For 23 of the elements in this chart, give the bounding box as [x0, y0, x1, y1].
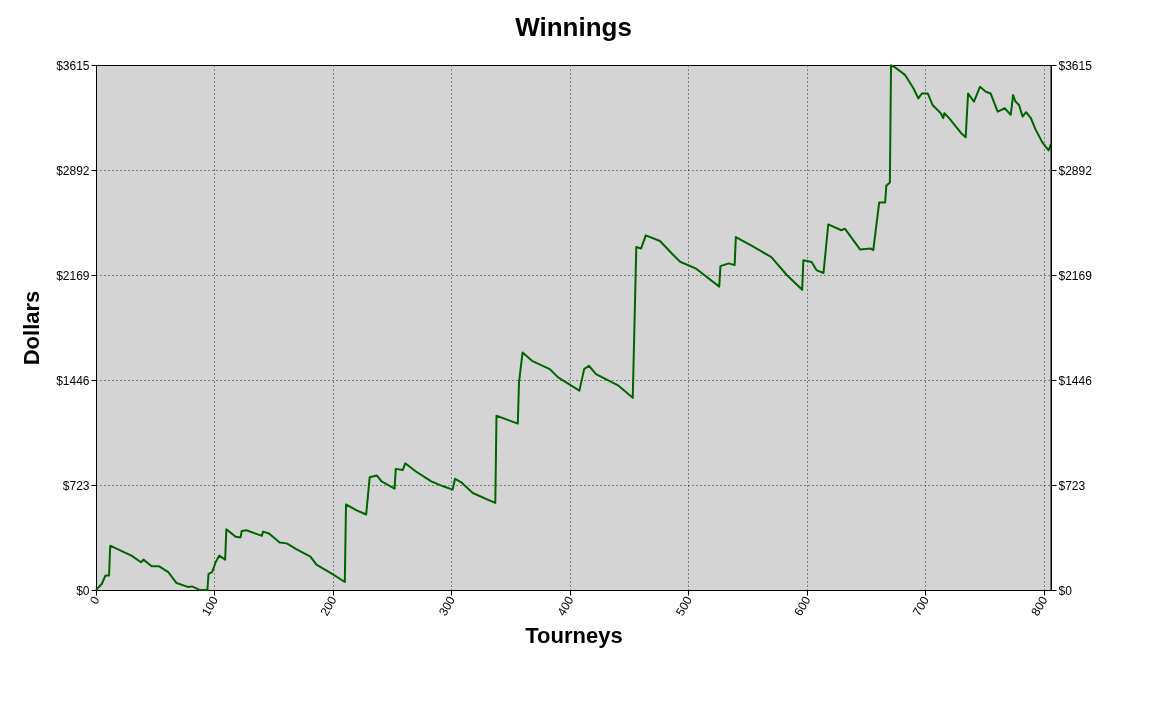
x-tick-label: 200 [317, 593, 340, 619]
y2-tick-label: $1446 [1058, 373, 1093, 388]
y-tick-label: $723 [62, 478, 90, 493]
x-tick-label: 600 [791, 593, 814, 619]
x-tick-label: 500 [672, 593, 696, 619]
x-tick-label: 800 [1028, 593, 1051, 619]
x-tick-label: 100 [198, 593, 222, 619]
y2-tick-label: $723 [1058, 478, 1086, 493]
chart-title: Winnings [515, 12, 632, 42]
x-tick-label: 700 [909, 593, 933, 619]
x-tick-label: 300 [435, 593, 459, 619]
y2-tick-label: $2892 [1058, 163, 1093, 178]
y2-tick-label: $0 [1058, 583, 1073, 598]
x-axis-title: Tourneys [525, 622, 623, 648]
x-tick-label: 400 [554, 593, 577, 619]
y-axis-title: Dollars [19, 290, 45, 366]
y2-tick-label: $2169 [1058, 268, 1093, 283]
y2-tick-label: $3615 [1058, 58, 1093, 73]
y-tick-label: $1446 [56, 373, 90, 388]
y-tick-label: $2892 [56, 163, 90, 178]
y-tick-label: $0 [76, 583, 90, 598]
y-tick-label: $3615 [56, 58, 90, 73]
y-tick-label: $2169 [56, 268, 90, 283]
